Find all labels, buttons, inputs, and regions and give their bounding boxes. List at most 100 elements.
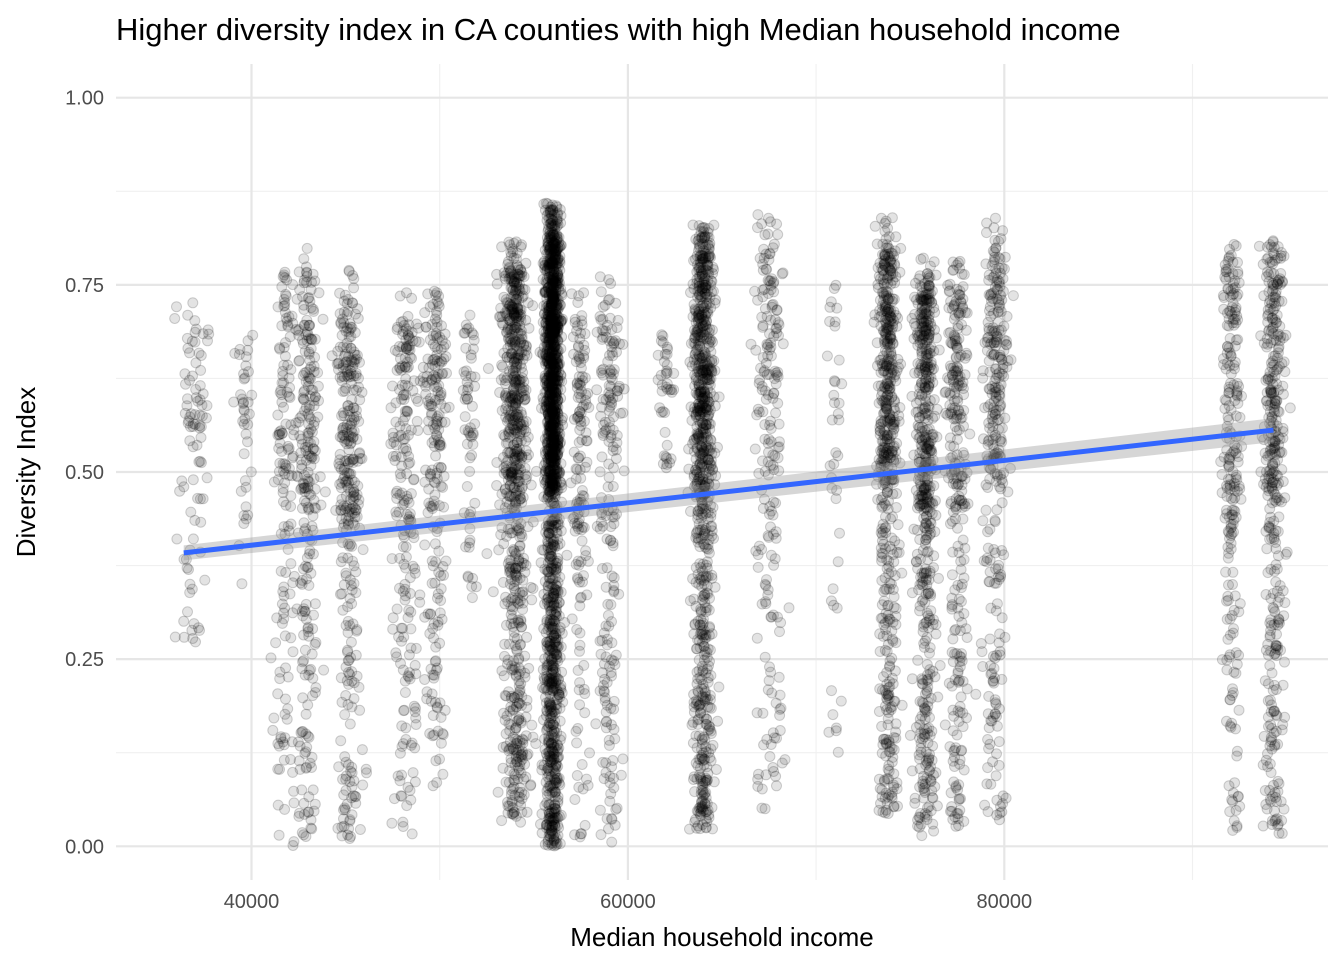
data-point: [481, 548, 493, 560]
data-point: [293, 355, 305, 367]
data-point: [502, 333, 514, 345]
data-point: [340, 690, 352, 701]
data-point: [597, 756, 609, 768]
data-point: [298, 603, 310, 615]
data-point: [549, 399, 561, 411]
data-point: [236, 393, 248, 405]
data-point: [309, 275, 321, 287]
data-point: [183, 564, 194, 575]
data-point: [605, 278, 617, 289]
data-point: [595, 410, 607, 422]
data-point: [295, 727, 307, 739]
data-point: [242, 436, 253, 448]
data-point: [574, 639, 586, 651]
data-point: [237, 415, 249, 427]
data-point: [293, 810, 305, 822]
data-point: [287, 577, 299, 589]
data-point: [298, 482, 310, 494]
data-point: [345, 368, 357, 379]
data-point: [354, 356, 365, 368]
data-point: [607, 540, 619, 552]
data-point: [276, 445, 288, 457]
data-point: [343, 331, 355, 343]
data-point: [340, 773, 352, 785]
data-point: [437, 768, 449, 780]
data-point: [392, 770, 404, 782]
data-point: [467, 343, 479, 355]
data-point: [299, 405, 311, 417]
data-point: [666, 386, 678, 398]
data-point: [302, 730, 314, 742]
data-point: [169, 313, 181, 324]
data-point: [306, 751, 318, 763]
data-point: [402, 380, 414, 392]
data-point: [285, 518, 297, 530]
data-point: [308, 360, 320, 372]
data-point: [282, 703, 294, 715]
data-point: [304, 450, 315, 462]
data-point: [296, 438, 308, 450]
data-point: [192, 492, 204, 504]
data-point: [174, 485, 186, 497]
data-point: [304, 757, 316, 769]
data-point: [280, 693, 291, 705]
data-point: [352, 455, 364, 467]
data-point: [390, 439, 402, 451]
data-point: [292, 471, 304, 483]
data-point: [300, 441, 311, 453]
data-point: [545, 553, 557, 565]
data-point: [390, 647, 402, 659]
data-point: [507, 399, 519, 411]
data-point: [713, 681, 725, 693]
data-point: [590, 718, 602, 730]
data-point: [517, 603, 529, 615]
data-point: [171, 533, 183, 545]
data-point: [576, 535, 588, 547]
data-point: [238, 510, 250, 522]
data-point: [350, 308, 361, 320]
data-point: [197, 328, 209, 340]
data-point: [319, 486, 331, 498]
data-point: [346, 767, 358, 779]
data-point: [603, 734, 615, 746]
data-point: [312, 380, 324, 392]
data-point: [342, 482, 354, 494]
data-point: [401, 490, 413, 502]
data-point: [551, 703, 563, 715]
data-point: [350, 353, 362, 365]
data-point: [240, 360, 252, 372]
data-point: [338, 350, 350, 362]
data-point: [429, 577, 441, 589]
data-point: [309, 445, 321, 457]
data-point: [343, 759, 355, 771]
data-point: [552, 634, 564, 646]
data-point: [295, 577, 307, 589]
data-point: [513, 545, 525, 557]
data-point: [187, 370, 198, 382]
data-point: [434, 753, 445, 765]
data-point: [348, 560, 360, 572]
data-point: [284, 331, 296, 343]
data-point: [603, 471, 615, 483]
data-point: [278, 269, 290, 281]
data-point: [246, 389, 258, 401]
data-point: [339, 804, 351, 816]
data-point: [357, 779, 369, 791]
data-point: [280, 288, 292, 300]
data-point: [286, 736, 298, 748]
data-point: [281, 315, 293, 327]
data-point: [340, 356, 352, 368]
data-point: [395, 472, 407, 483]
data-point: [302, 623, 314, 635]
data-point: [302, 427, 314, 439]
data-point: [308, 305, 320, 317]
data-point: [569, 525, 581, 537]
data-point: [304, 437, 316, 449]
data-point: [696, 734, 708, 746]
data-point: [268, 476, 280, 488]
data-point: [390, 487, 402, 499]
data-point: [336, 370, 348, 382]
data-point: [573, 452, 585, 464]
data-point: [297, 392, 309, 404]
data-point: [469, 418, 481, 430]
